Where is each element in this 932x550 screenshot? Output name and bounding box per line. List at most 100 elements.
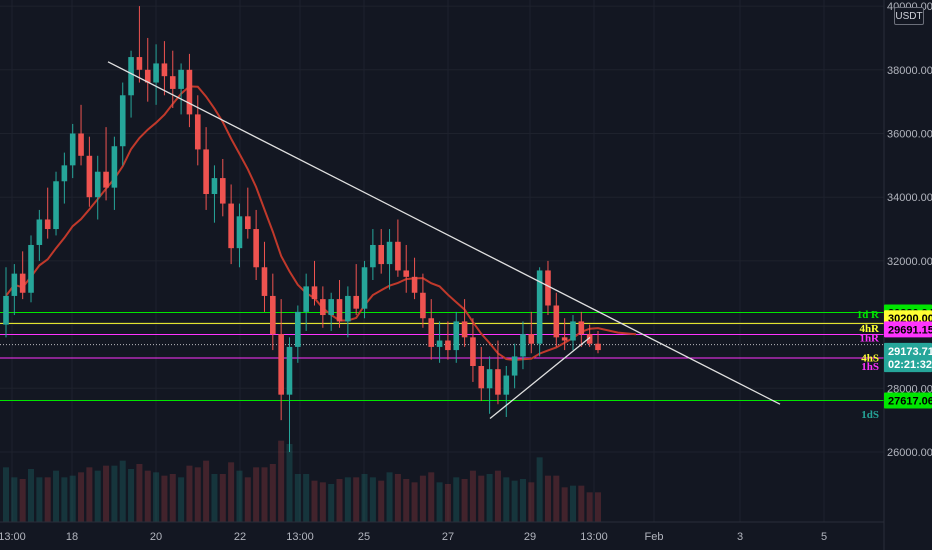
volume-bar xyxy=(211,474,218,522)
volume-bar xyxy=(294,474,301,522)
trendline xyxy=(107,61,781,405)
volume-bar xyxy=(528,482,535,522)
y-tick-label: 36000.00 xyxy=(887,129,932,141)
candle-body xyxy=(478,366,485,389)
candle-body xyxy=(119,95,126,147)
volume-bar xyxy=(503,477,510,522)
price-badge-label: 29691.15 xyxy=(888,324,932,336)
candle-body xyxy=(286,346,293,395)
candle-body xyxy=(403,270,410,277)
candle-body xyxy=(528,334,535,344)
time-axis[interactable]: 13:00 18 20 22 13:00 25 27 29 13:00 Feb 3 5 xyxy=(0,531,827,543)
candle-body xyxy=(86,155,93,198)
volume-bar xyxy=(419,475,426,522)
price-badges: 30380.9430200.0029691.1529173.7102:21:32… xyxy=(884,304,932,409)
volume-bar xyxy=(44,477,51,522)
candle-body xyxy=(61,165,68,182)
currency-label[interactable]: USDT xyxy=(894,7,924,25)
volume-bar xyxy=(403,479,410,522)
volume-bar xyxy=(28,469,35,522)
volume-bar xyxy=(486,474,493,522)
price-badge-label: 27617.06 xyxy=(888,395,932,407)
candle-body xyxy=(370,244,376,268)
volume-bars xyxy=(3,440,601,522)
volume-bar xyxy=(236,470,243,522)
candle-body xyxy=(161,63,168,77)
candle-body xyxy=(386,241,393,265)
volume-bar xyxy=(253,467,260,522)
volume-bar xyxy=(119,460,126,522)
volume-bar xyxy=(61,477,68,522)
candle-body xyxy=(153,63,159,83)
candle-body xyxy=(228,203,234,249)
volume-bar xyxy=(494,470,501,522)
volume-bar xyxy=(278,440,285,522)
volume-bar xyxy=(303,474,310,522)
volume-bar xyxy=(544,475,551,522)
candle-body xyxy=(395,241,401,271)
candle-body xyxy=(186,69,193,115)
candle-body xyxy=(44,219,51,230)
x-tick-label: 13:00 xyxy=(286,531,314,543)
x-tick-label: 25 xyxy=(358,531,370,543)
candle-body xyxy=(128,57,134,96)
volume-bar xyxy=(244,477,251,522)
volume-bar xyxy=(219,474,226,522)
volume-bar xyxy=(519,479,526,522)
candle-body xyxy=(278,334,284,395)
level-label: 1dS xyxy=(861,409,879,421)
volume-bar xyxy=(536,457,543,522)
y-tick-label: 32000.00 xyxy=(887,256,932,268)
price-badge xyxy=(884,321,932,338)
volume-bar xyxy=(595,492,601,522)
candle-body xyxy=(411,276,418,293)
candle-body xyxy=(178,69,184,89)
candle-body xyxy=(303,286,309,312)
level-lines xyxy=(0,311,884,401)
x-tick-label: 13:00 xyxy=(0,531,26,543)
price-badge xyxy=(884,392,932,409)
volume-bar xyxy=(511,480,518,522)
price-axis[interactable]: 26000.0028000.0030000.0032000.0034000.00… xyxy=(887,1,932,459)
volume-bar xyxy=(128,469,135,522)
candle-body xyxy=(169,76,176,89)
volume-bar xyxy=(194,467,201,522)
trendline xyxy=(489,336,591,420)
volume-bar xyxy=(153,472,160,522)
candle-body xyxy=(320,299,326,316)
volume-bar xyxy=(94,470,101,522)
y-tick-label: 34000.00 xyxy=(887,192,932,204)
volume-bar xyxy=(69,475,76,522)
price-badge xyxy=(884,356,932,373)
x-tick-label: 20 xyxy=(150,531,162,543)
candle-body xyxy=(111,146,118,188)
candle-body xyxy=(28,244,34,293)
volume-bar xyxy=(36,477,43,522)
volume-bar xyxy=(78,472,85,522)
volume-bar xyxy=(178,477,185,522)
candle-body xyxy=(578,321,585,335)
x-tick-label: 27 xyxy=(442,531,454,543)
volume-bar xyxy=(136,464,143,522)
volume-bar xyxy=(344,477,351,522)
volume-bar xyxy=(378,480,385,522)
candle-body xyxy=(203,149,209,195)
volume-bar xyxy=(361,474,368,522)
volume-bar xyxy=(3,467,9,522)
candle-body xyxy=(103,171,109,188)
candle-body xyxy=(328,299,334,316)
volume-bar xyxy=(469,470,476,522)
candle-body xyxy=(503,375,510,395)
candle-body xyxy=(270,295,276,335)
y-tick-label: 28000.00 xyxy=(887,383,932,395)
x-tick-label: 18 xyxy=(66,531,78,543)
price-badge-label: 02:21:32 xyxy=(888,359,932,371)
candle-body xyxy=(595,343,601,351)
volume-bar xyxy=(461,479,468,522)
candle-body xyxy=(461,321,468,338)
candle-body xyxy=(511,356,518,376)
candles xyxy=(3,6,601,452)
volume-bar xyxy=(428,472,435,522)
candle-body xyxy=(445,340,451,351)
